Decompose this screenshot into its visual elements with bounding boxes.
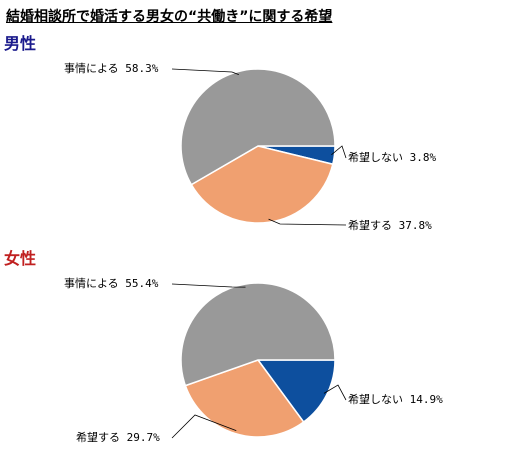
female-slice-2 — [180, 282, 336, 387]
female-leader-0 — [323, 384, 347, 401]
male-leader-1 — [268, 218, 347, 226]
female-slice-0 — [256, 359, 336, 424]
male-label-kibou-shinai-value: 3.8% — [409, 151, 437, 164]
chart-title: 結婚相談所で婚活する男女の“共働き”に関する希望 — [6, 9, 333, 25]
male-slice-2 — [180, 68, 336, 186]
male-label-kibou-shinai: 希望しない 3.8% — [348, 151, 436, 164]
female-pie-svg — [171, 282, 347, 439]
female-pie-chart: 事情による 55.4% 希望しない 14.9% 希望する 29.7% — [0, 265, 514, 475]
female-label-kibou-suru-text: 希望する — [76, 431, 120, 444]
female-label-kibou-suru: 希望する 29.7% — [76, 431, 160, 444]
male-leader-0 — [331, 145, 347, 159]
female-slice-1 — [184, 359, 305, 438]
male-pie-chart: 事情による 58.3% 希望しない 3.8% 希望する 37.8% — [0, 50, 514, 260]
female-label-kibou-shinai-value: 14.9% — [409, 393, 443, 406]
female-label-jijou-text: 事情による — [64, 277, 119, 290]
male-section-title: 男性 — [4, 34, 37, 53]
male-label-jijou-text: 事情による — [64, 62, 119, 75]
male-label-kibou-suru-text: 希望する — [348, 219, 392, 232]
male-label-kibou-suru-value: 37.8% — [398, 219, 432, 232]
female-label-jijou: 事情による 55.4% — [64, 277, 158, 290]
male-slice-1 — [190, 145, 334, 224]
male-label-jijou: 事情による 58.3% — [64, 62, 158, 75]
male-label-jijou-value: 58.3% — [125, 62, 159, 75]
female-label-jijou-value: 55.4% — [125, 277, 159, 290]
female-section-title: 女性 — [4, 249, 37, 268]
female-label-kibou-shinai: 希望しない 14.9% — [348, 393, 443, 406]
female-leader-1 — [171, 414, 237, 439]
female-label-kibou-shinai-text: 希望しない — [348, 393, 403, 406]
female-leader-2 — [171, 283, 246, 288]
male-pie-svg — [171, 68, 347, 226]
female-label-kibou-suru-value: 29.7% — [126, 431, 160, 444]
male-label-kibou-shinai-text: 希望しない — [348, 151, 403, 164]
male-leader-2 — [171, 68, 239, 75]
male-label-kibou-suru: 希望する 37.8% — [348, 219, 432, 232]
